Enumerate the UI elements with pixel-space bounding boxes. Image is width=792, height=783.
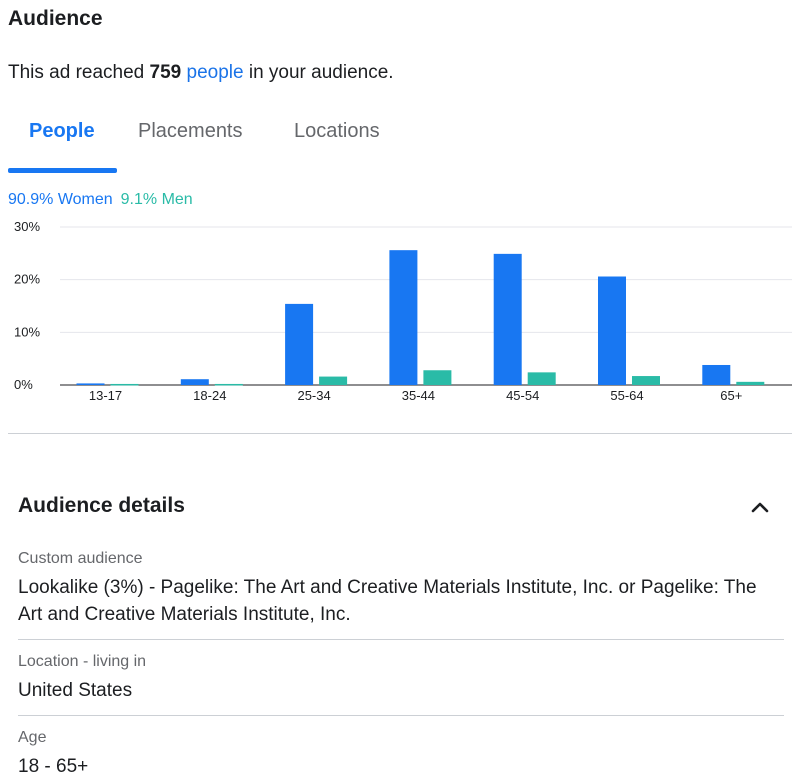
- x-tick-label: 13-17: [89, 388, 122, 403]
- people-link[interactable]: people: [186, 62, 244, 83]
- section-divider: [8, 433, 792, 434]
- men-percentage: 9.1% Men: [120, 191, 193, 208]
- audience-details-title: Audience details: [18, 494, 185, 517]
- x-tick-label: 65+: [720, 388, 742, 403]
- detail-value: 18 - 65+: [18, 756, 89, 777]
- x-tick-label: 18-24: [193, 388, 226, 403]
- detail-value: United States: [18, 680, 133, 701]
- tab-locations[interactable]: Locations: [294, 120, 380, 142]
- reach-prefix: This ad reached: [8, 62, 150, 83]
- bar-women: [76, 383, 105, 385]
- bar-men: [214, 383, 243, 386]
- audience-title: Audience: [8, 7, 103, 30]
- bar-women: [180, 379, 209, 385]
- active-tab-indicator: [8, 168, 117, 173]
- x-tick-label: 25-34: [297, 388, 330, 403]
- reach-suffix: in your audience.: [243, 62, 394, 83]
- x-tick-label: 35-44: [402, 388, 435, 403]
- detail-label: Custom audience: [18, 550, 143, 567]
- bar-women: [285, 303, 314, 385]
- y-tick-label: 30%: [14, 219, 40, 234]
- y-tick-label: 20%: [14, 272, 40, 287]
- detail-value: Lookalike (3%) - Pagelike: The Art and C…: [18, 577, 757, 625]
- bar-women: [493, 253, 522, 385]
- bar-women: [702, 364, 731, 385]
- bar-men: [632, 376, 660, 385]
- detail-custom-audience: Custom audience Lookalike (3%) - Pagelik…: [18, 550, 784, 628]
- y-tick-label: 10%: [14, 324, 40, 339]
- detail-label: Location - living in: [18, 653, 147, 670]
- x-tick-label: 55-64: [610, 388, 643, 403]
- bar-women: [389, 250, 418, 385]
- detail-divider: [18, 715, 784, 716]
- detail-label: Age: [18, 729, 47, 746]
- bar-men: [736, 381, 765, 385]
- detail-divider: [18, 639, 784, 640]
- age-gender-bar-chart: 0% 10% 20% 30% 13-17 18-24 25-34 35-44 45-54 55-6…: [14, 219, 792, 403]
- tab-placements[interactable]: Placements: [138, 120, 243, 142]
- bar-men: [527, 372, 556, 385]
- chevron-up-icon[interactable]: [750, 500, 770, 514]
- reach-count: 759: [149, 62, 182, 83]
- women-percentage: 90.9% Women: [8, 191, 113, 208]
- y-tick-label: 0%: [14, 377, 33, 392]
- tab-people[interactable]: People: [29, 120, 95, 142]
- bar-men: [110, 383, 139, 386]
- x-tick-label: 45-54: [506, 388, 539, 403]
- reach-summary: This ad reached 759 people in your audie…: [8, 62, 394, 84]
- bar-women: [598, 276, 626, 385]
- bar-men: [423, 370, 452, 385]
- detail-location: Location - living in United States: [18, 653, 784, 704]
- gender-split-legend: 90.9% Women 9.1% Men: [8, 191, 193, 209]
- detail-age: Age 18 - 65+: [18, 729, 784, 780]
- bar-men: [319, 376, 348, 385]
